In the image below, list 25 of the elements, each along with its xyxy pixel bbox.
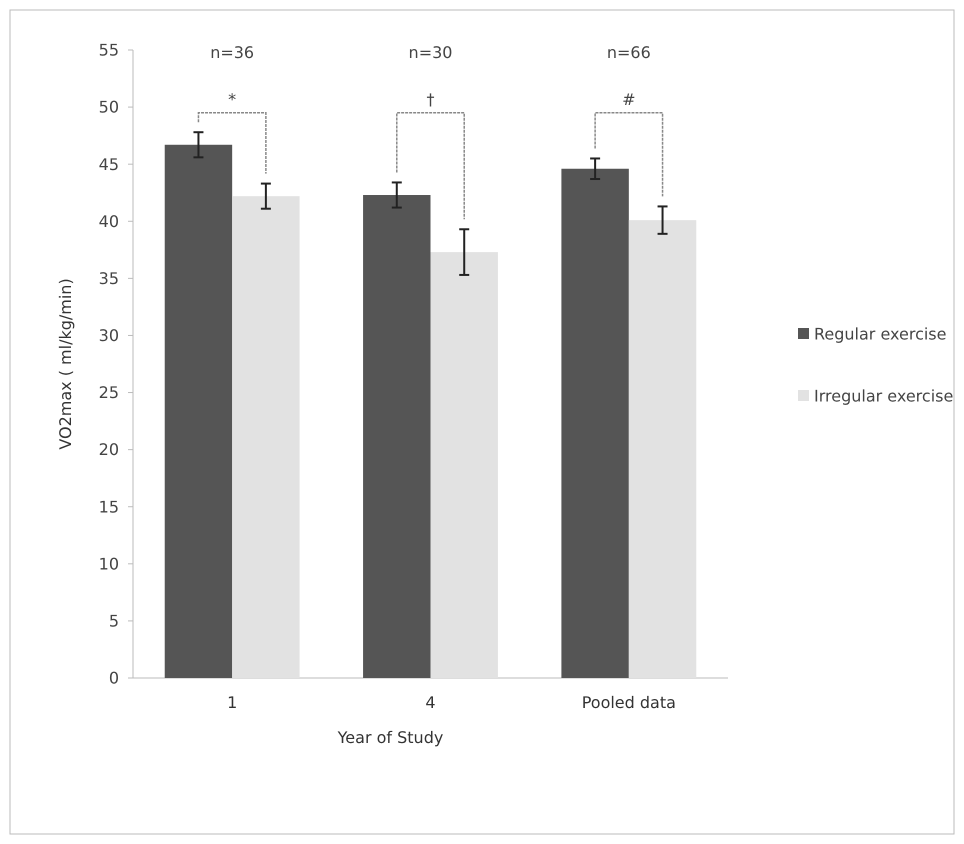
y-tick-label: 50 xyxy=(98,98,119,117)
y-axis-title: VO2max ( ml/kg/min) xyxy=(56,278,75,450)
legend-label: Irregular exercise xyxy=(814,386,954,406)
x-axis-title: Year of Study xyxy=(336,728,444,747)
y-tick-label: 25 xyxy=(98,383,119,402)
annotation: n=30 xyxy=(408,42,452,62)
y-tick-label: 0 xyxy=(108,668,119,688)
annotation: # xyxy=(622,90,636,109)
y-tick-label: 35 xyxy=(98,268,119,288)
annotation: n=36 xyxy=(210,42,254,62)
y-tick-label: 55 xyxy=(98,40,119,60)
x-tick-label: Pooled data xyxy=(582,693,676,712)
y-tick-label: 45 xyxy=(98,154,119,174)
annotation: † xyxy=(426,90,434,109)
x-tick-label: 1 xyxy=(227,693,238,712)
annotation: n=66 xyxy=(606,42,651,62)
y-tick-label: 10 xyxy=(98,554,119,574)
y-tick-label: 5 xyxy=(108,612,119,631)
y-tick-label: 15 xyxy=(98,497,119,516)
x-tick-label: 4 xyxy=(425,693,436,712)
legend-label: Regular exercise xyxy=(814,324,946,344)
y-tick-label: 30 xyxy=(98,326,119,346)
y-tick-label: 20 xyxy=(98,440,119,460)
y-tick-label: 40 xyxy=(98,212,119,231)
annotation: * xyxy=(228,90,236,109)
